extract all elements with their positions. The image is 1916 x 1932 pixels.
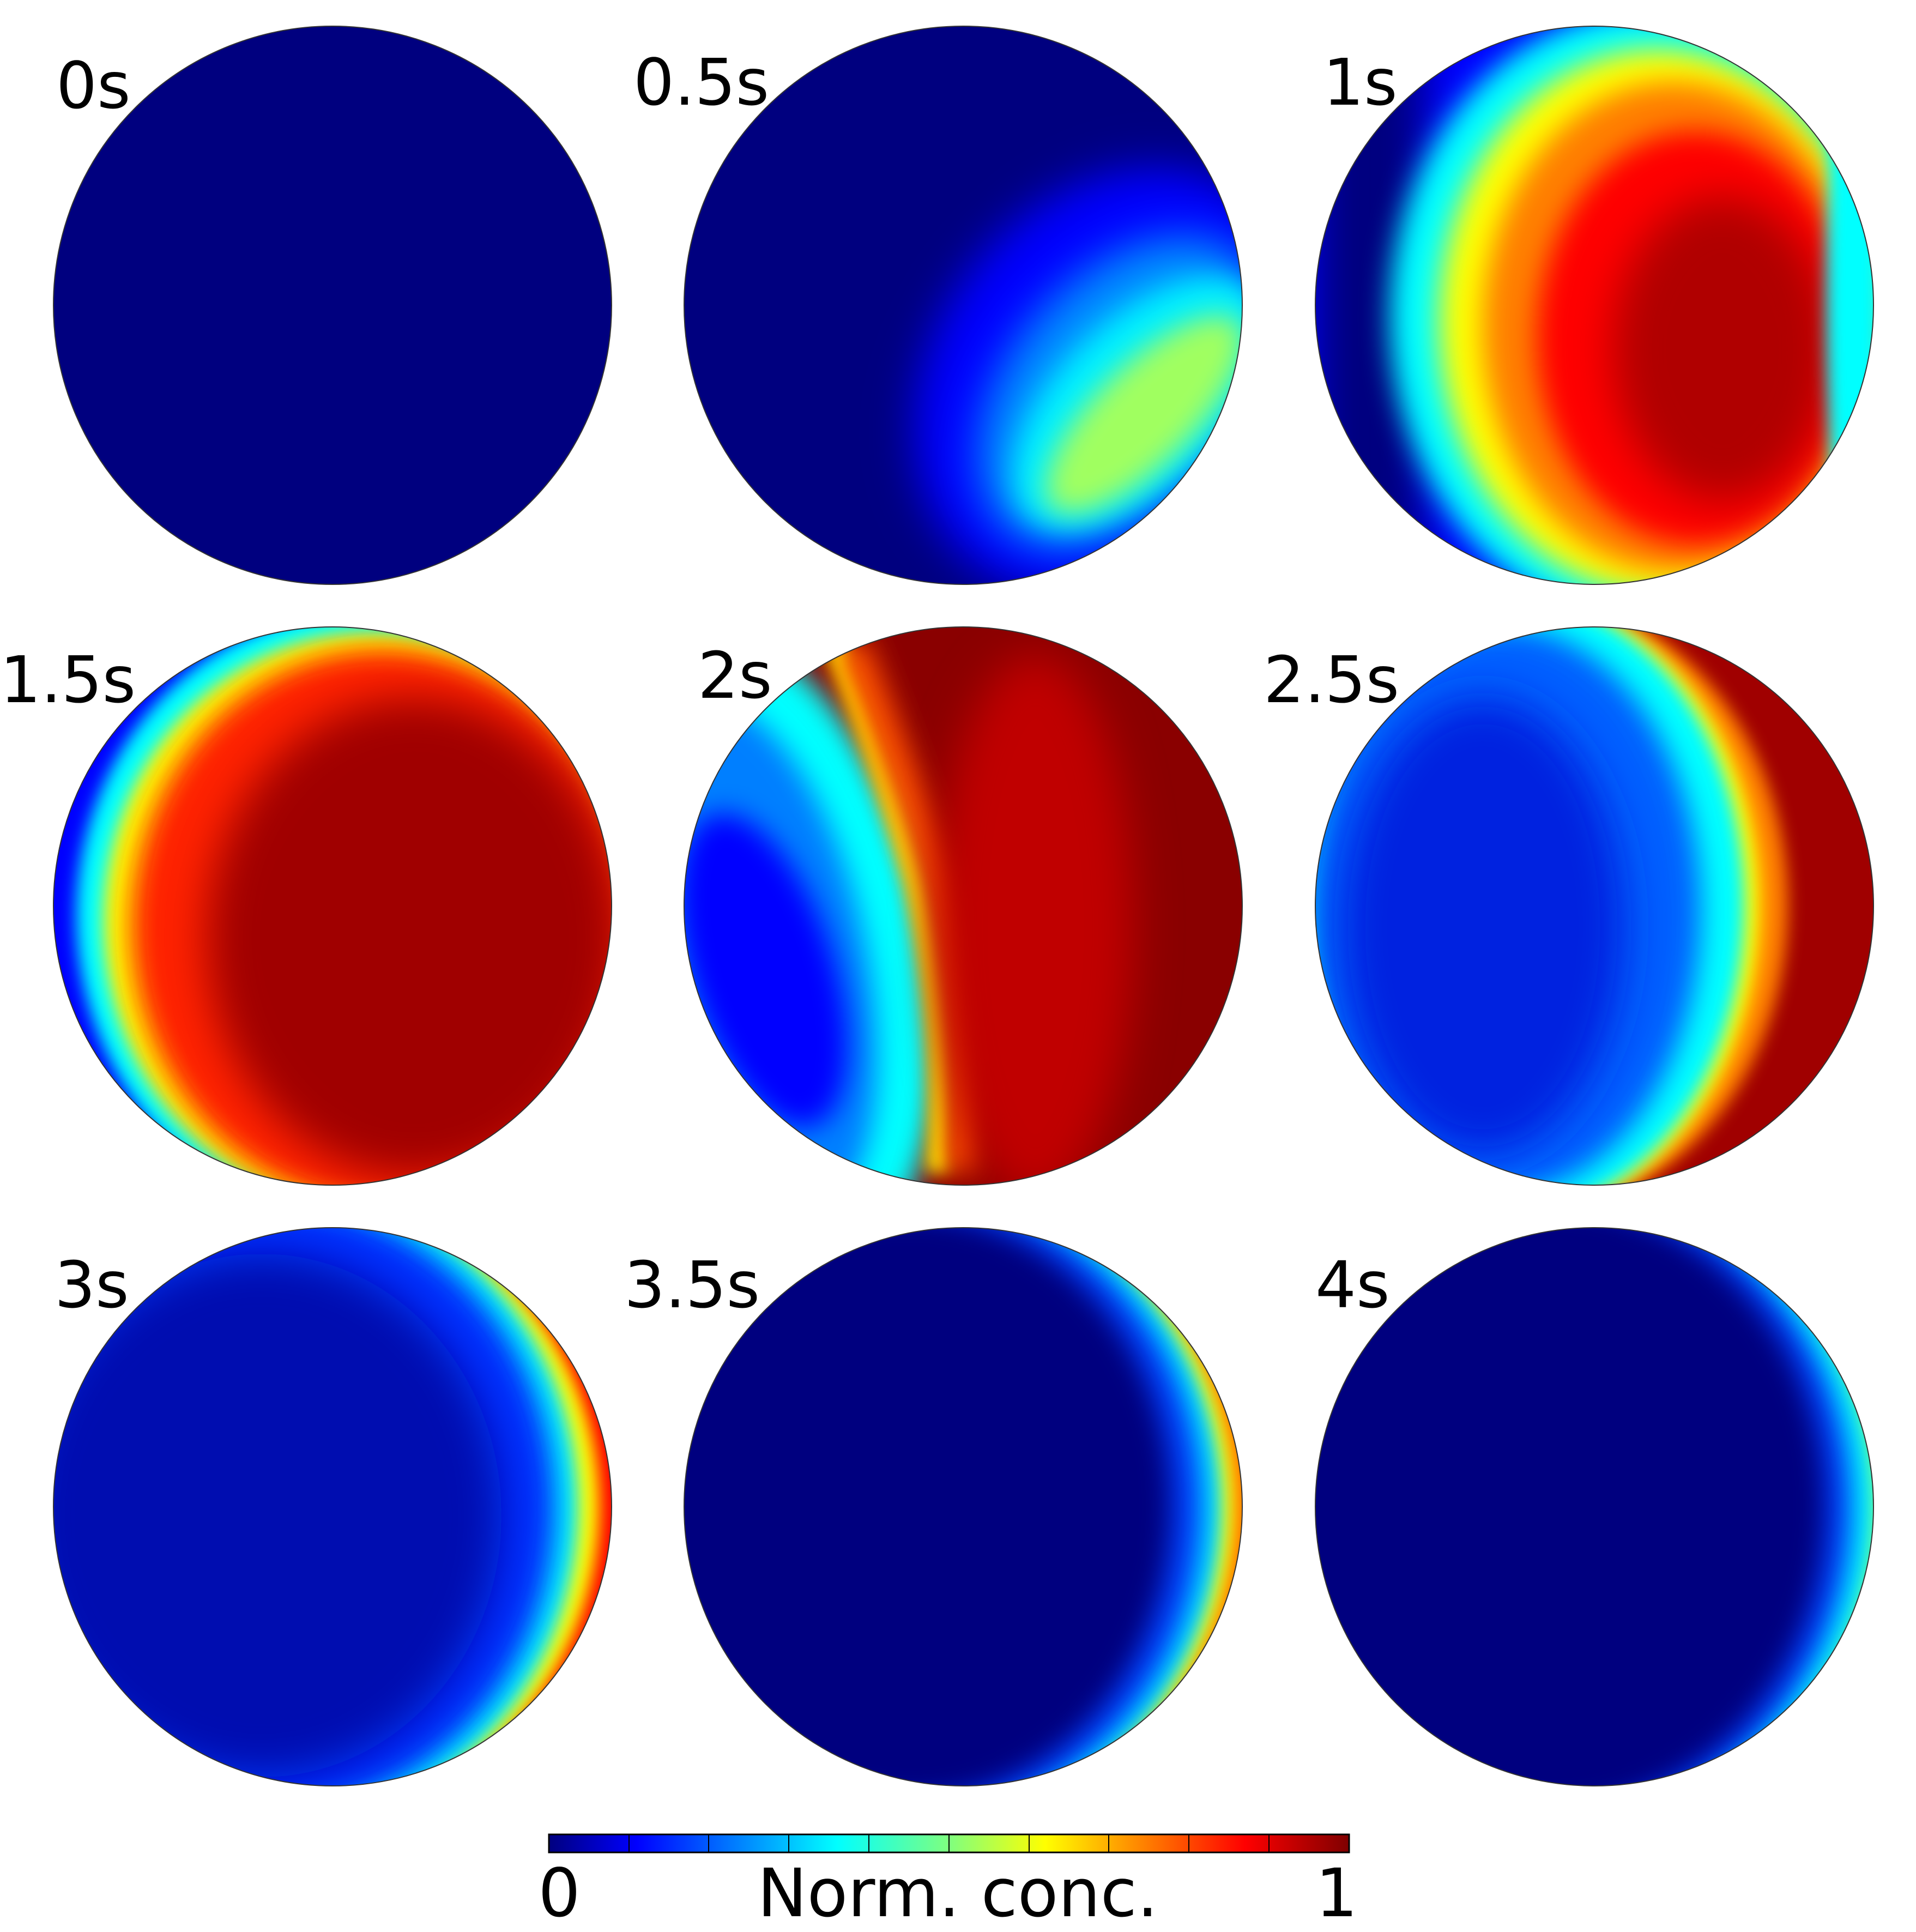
panel-2s <box>684 626 1243 1186</box>
panel-3s <box>53 1227 612 1786</box>
colorbar <box>548 1833 1350 1853</box>
panel-label-0.5s: 0.5s <box>633 45 770 120</box>
panel-label-3.5s: 3.5s <box>624 1247 760 1323</box>
colorbar-max-label: 1 <box>1315 1855 1358 1932</box>
panel-label-0s: 0s <box>56 48 131 123</box>
panel-1.5s <box>53 626 612 1186</box>
panel-label-1.5s: 1.5s <box>0 642 136 717</box>
panel-0.5s <box>684 26 1243 585</box>
panel-4s <box>1315 1227 1874 1786</box>
panel-2.5s <box>1315 626 1874 1186</box>
colorbar-ticks <box>628 1834 1270 1852</box>
colorbar-title: Norm. conc. <box>757 1855 1158 1932</box>
panel-label-4s: 4s <box>1315 1247 1390 1323</box>
panel-1s <box>1315 26 1874 585</box>
panel-label-2s: 2s <box>698 638 772 713</box>
panel-0s <box>53 26 612 585</box>
panel-label-1s: 1s <box>1323 45 1398 120</box>
colorbar-min-label: 0 <box>538 1855 581 1932</box>
panel-3.5s <box>684 1227 1243 1786</box>
panel-label-3s: 3s <box>55 1247 129 1323</box>
panel-label-2.5s: 2.5s <box>1264 642 1400 717</box>
